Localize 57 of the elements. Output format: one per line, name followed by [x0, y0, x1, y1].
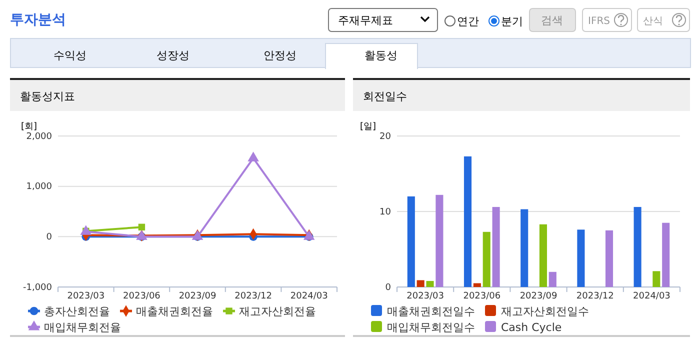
y-tick-label: 20 — [380, 132, 392, 142]
button: 검색 — [529, 8, 576, 32]
x-tick-label: 2024/03 — [290, 291, 328, 302]
bar — [464, 156, 472, 287]
bar — [473, 283, 481, 287]
bar — [436, 194, 444, 287]
legend-label: 재고자산회전일수 — [501, 305, 589, 318]
chart-title: 회전일수 — [363, 90, 407, 103]
x-tick-label: 2023/06 — [123, 291, 161, 302]
y-tick-label: 10 — [380, 207, 392, 218]
point — [248, 152, 259, 162]
legend-label: 재고자산회전율 — [239, 305, 316, 318]
bar — [652, 271, 660, 287]
legend-label: Cash Cycle — [501, 321, 562, 334]
bar — [548, 272, 556, 287]
legend-label: 매출채권회전율 — [136, 305, 213, 318]
text: 활동성 — [364, 49, 398, 62]
y-tick-label: 0 — [385, 282, 392, 293]
bar — [662, 222, 670, 287]
bar — [426, 280, 434, 287]
legend-label: 매출채권회전일수 — [387, 305, 475, 318]
bar — [634, 206, 642, 287]
x-tick-label: 2023/09 — [520, 291, 558, 302]
y-tick-label: 0 — [46, 232, 52, 243]
point — [138, 224, 146, 230]
bar — [407, 196, 415, 287]
bar — [577, 230, 585, 287]
x-tick-label: 2023/09 — [178, 291, 216, 302]
bar — [482, 232, 490, 287]
legend-label: 총자산회전율 — [44, 305, 110, 318]
dropdown: 주재무제표 — [328, 8, 438, 32]
text: 안정성 — [264, 49, 296, 62]
x-tick-label: 2024/03 — [633, 291, 670, 302]
bar — [492, 206, 500, 287]
y-tick-label: -1,000 — [22, 282, 52, 293]
chart-title: 활동성지표 — [20, 90, 75, 103]
text: 성장성 — [156, 49, 190, 62]
text: 분기 — [501, 15, 523, 28]
bar — [416, 280, 424, 287]
bar — [520, 209, 528, 287]
text: 수익성 — [54, 49, 86, 62]
legend-label: 매입채무회전율 — [44, 321, 121, 334]
text: 연간 — [457, 15, 479, 28]
bar — [605, 230, 614, 287]
x-tick-label: 2023/03 — [406, 291, 444, 302]
y-tick-label: 2,000 — [26, 132, 52, 142]
y-axis-title: [일] — [360, 122, 376, 132]
y-axis-title: [회] — [21, 122, 38, 132]
x-tick-label: 2023/12 — [576, 291, 614, 302]
x-tick-label: 2023/03 — [67, 291, 105, 302]
point — [80, 225, 92, 235]
legend-label: 매입채무회전일수 — [387, 321, 475, 334]
text: 투자분석 — [10, 12, 66, 28]
x-tick-label: 2023/06 — [463, 291, 501, 302]
y-tick-label: 1,000 — [26, 182, 52, 192]
bar — [539, 224, 547, 287]
x-tick-label: 2023/12 — [234, 291, 272, 302]
